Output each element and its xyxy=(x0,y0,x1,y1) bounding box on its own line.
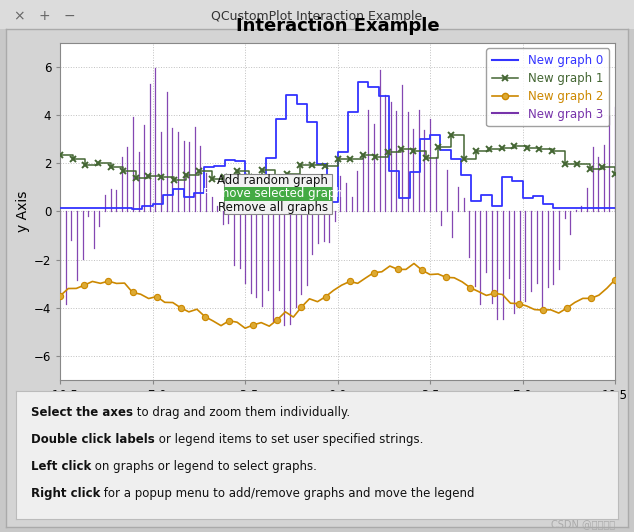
Text: Double click labels: Double click labels xyxy=(31,433,155,446)
Legend: New graph 0, New graph 1, New graph 2, New graph 3: New graph 0, New graph 1, New graph 2, N… xyxy=(486,48,609,127)
Text: QCustomPlot Interaction Example: QCustomPlot Interaction Example xyxy=(211,10,423,22)
Title: Interaction Example: Interaction Example xyxy=(236,18,439,36)
Text: Left click: Left click xyxy=(31,460,91,473)
Y-axis label: y Axis: y Axis xyxy=(16,191,30,232)
Text: Add random graph: Add random graph xyxy=(217,174,328,187)
X-axis label: x Axis: x Axis xyxy=(317,406,358,421)
Text: −: − xyxy=(64,9,75,23)
Text: Right click: Right click xyxy=(31,487,100,500)
Text: on graphs or legend to select graphs.: on graphs or legend to select graphs. xyxy=(91,460,317,473)
Text: for a popup menu to add/remove graphs and move the legend: for a popup menu to add/remove graphs an… xyxy=(100,487,475,500)
Text: +: + xyxy=(39,9,50,23)
Text: Select the axes: Select the axes xyxy=(31,406,133,419)
Bar xyxy=(224,174,332,214)
Text: Remove selected graph: Remove selected graph xyxy=(203,187,343,201)
Text: ×: × xyxy=(13,9,25,23)
Text: to drag and zoom them individually.: to drag and zoom them individually. xyxy=(133,406,350,419)
Text: CSDN @妩无的刻: CSDN @妩无的刻 xyxy=(551,519,615,529)
Bar xyxy=(224,187,332,201)
Text: Remove all graphs: Remove all graphs xyxy=(217,201,328,214)
Text: or legend items to set user specified strings.: or legend items to set user specified st… xyxy=(155,433,423,446)
